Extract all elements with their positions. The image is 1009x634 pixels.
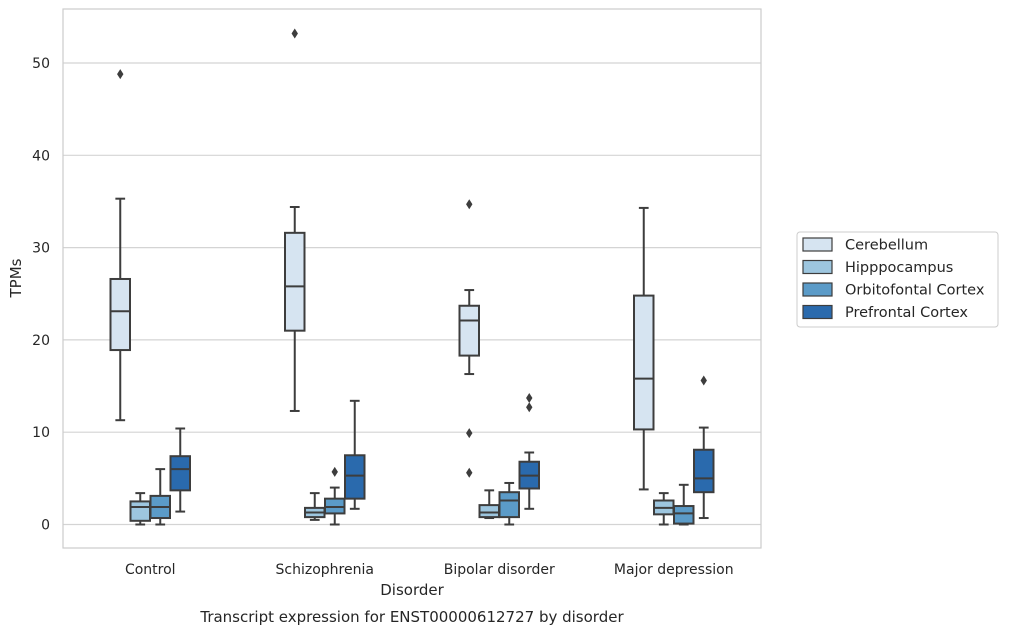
box-hipppocampus-major-depression [653, 492, 675, 526]
y-tick-label: 10 [32, 425, 50, 441]
grid-lines [63, 62, 761, 526]
legend-swatch [802, 259, 833, 275]
y-tick-label: 40 [32, 148, 50, 164]
legend: Cerebellum Hipppocampus Orbitofontal Corte… [796, 231, 999, 328]
y-tick-label: 50 [32, 56, 50, 72]
outlier-point [700, 375, 707, 386]
box-groups [109, 28, 715, 526]
outlier-point [526, 393, 533, 404]
box-cerebellum-schizophrenia [284, 28, 306, 412]
box-orbitofontal-cortex-bipolar-disorder [498, 481, 520, 526]
x-axis-ticks: Control Schizophrenia Bipolar disorder Majo… [125, 562, 734, 578]
box-prefrontal-cortex-control [169, 427, 191, 513]
x-tick-label: Schizophrenia [276, 562, 374, 578]
box-prefrontal-cortex-schizophrenia [344, 399, 366, 510]
outlier-point [291, 28, 298, 39]
outlier-point [466, 428, 473, 439]
box-body [284, 231, 306, 332]
legend-label: Orbitofontal Cortex [845, 283, 985, 299]
box-hipppocampus-control [129, 492, 151, 526]
box-cerebellum-control [109, 69, 131, 422]
box-body [129, 500, 151, 522]
legend-frame [796, 231, 999, 328]
box-body [109, 277, 131, 352]
box-cerebellum-major-depression [633, 206, 655, 491]
box-orbitofontal-cortex-control [149, 468, 171, 526]
plot-area-frame [62, 8, 762, 549]
box-hipppocampus-bipolar-disorder [478, 489, 500, 520]
box-body [458, 304, 480, 357]
box-body [633, 294, 655, 431]
outlier-point [117, 69, 124, 80]
box-body [169, 455, 191, 492]
chart-caption: Transcript expression for ENST0000061272… [199, 608, 624, 626]
box-orbitofontal-cortex-major-depression [673, 483, 695, 526]
x-axis-label: Disorder [380, 581, 444, 599]
x-tick-label: Control [125, 562, 176, 578]
box-body [673, 505, 695, 525]
x-tick-label: Bipolar disorder [444, 562, 555, 578]
x-tick-label: Major depression [614, 562, 734, 578]
outlier-point [466, 467, 473, 478]
legend-swatch [802, 237, 833, 252]
y-tick-label: 20 [32, 333, 50, 349]
box-hipppocampus-schizophrenia [304, 492, 326, 521]
y-axis-ticks: 0 10 20 30 40 50 [32, 56, 50, 534]
box-body [478, 504, 500, 519]
legend-label: Prefrontal Cortex [845, 305, 968, 321]
y-axis-label: TPMs [7, 258, 25, 298]
box-body [498, 491, 520, 519]
box-orbitofontal-cortex-schizophrenia [324, 466, 346, 526]
outlier-point [466, 199, 473, 210]
box-prefrontal-cortex-bipolar-disorder [518, 393, 540, 510]
box-prefrontal-cortex-major-depression [693, 375, 715, 520]
box-body [344, 454, 366, 500]
y-tick-label: 0 [41, 518, 50, 534]
outlier-point [526, 402, 533, 413]
y-tick-label: 30 [32, 241, 50, 257]
box-cerebellum-bipolar-disorder [458, 199, 480, 478]
legend-swatch [802, 304, 833, 320]
outlier-point [331, 466, 338, 477]
legend-swatch [802, 282, 833, 297]
legend-label: Hipppocampus [845, 260, 953, 276]
box-body [693, 448, 715, 494]
legend-label: Cerebellum [845, 238, 928, 254]
